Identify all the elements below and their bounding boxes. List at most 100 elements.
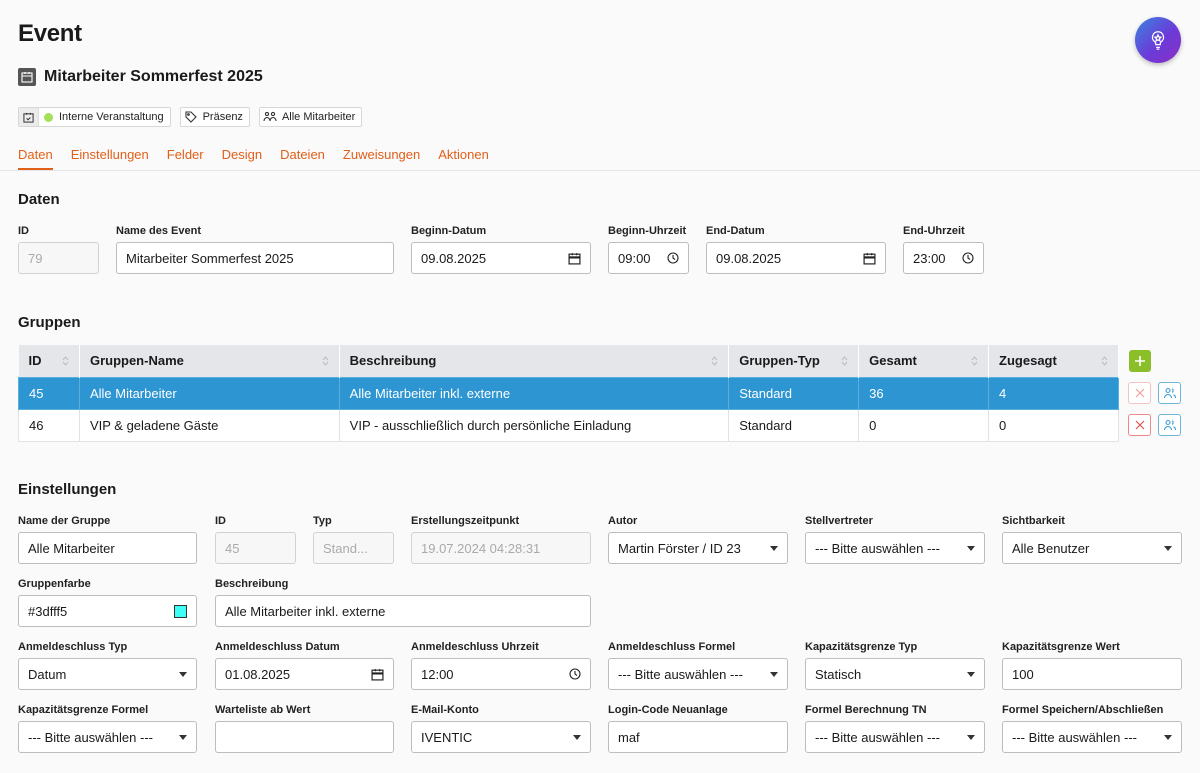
group-color-value: #3dfff5 (28, 603, 68, 619)
cell-description: Alle Mitarbeiter inkl. externe (338, 376, 730, 410)
label-group-name: Name der Gruppe (18, 515, 111, 527)
end-time-value: 23:00 (913, 250, 946, 266)
begin-time-value: 09:00 (618, 250, 651, 266)
tab-design[interactable]: Design (221, 147, 263, 162)
column-header-type[interactable]: Gruppen-Typ (728, 345, 860, 377)
deadline-formula-select[interactable]: --- Bitte auswählen --- (608, 658, 788, 690)
add-group-button[interactable] (1129, 350, 1151, 372)
chevron-down-icon (179, 671, 187, 677)
label-capacity-formula: Kapazitätsgrenze Formel (18, 704, 149, 716)
login-code-input[interactable]: maf (608, 721, 788, 753)
author-value: Martin Förster / ID 23 (618, 540, 741, 556)
end-date-value: 09.08.2025 (716, 250, 782, 266)
deadline-date-input[interactable]: 01.08.2025 (215, 658, 394, 690)
page-header: Event (18, 20, 82, 48)
sort-icon[interactable] (841, 355, 848, 367)
sort-icon[interactable] (711, 355, 718, 367)
column-header-name[interactable]: Gruppen-Name (79, 345, 340, 377)
table-row[interactable]: 45 Alle Mitarbeiter Alle Mitarbeiter ink… (18, 376, 1119, 410)
calendar-icon[interactable] (371, 668, 384, 681)
deputy-value: --- Bitte auswählen --- (815, 540, 940, 556)
capacity-type-select[interactable]: Statisch (805, 658, 985, 690)
capacity-formula-select[interactable]: --- Bitte auswählen --- (18, 721, 197, 753)
end-time-input[interactable]: 23:00 (903, 242, 984, 274)
event-name-input[interactable]: Mitarbeiter Sommerfest 2025 (116, 242, 394, 274)
chevron-down-icon (1164, 545, 1172, 551)
end-date-input[interactable]: 09.08.2025 (706, 242, 886, 274)
groups-table: ID Gruppen-Name Beschreibung Gruppen-Typ… (18, 345, 1119, 442)
page-title: Event (18, 20, 82, 47)
label-capacity-value: Kapazitätsgrenze Wert (1002, 641, 1120, 653)
tab-daten[interactable]: Daten (18, 147, 53, 170)
label-group-color: Gruppenfarbe (18, 578, 91, 590)
description-value: Alle Mitarbeiter inkl. externe (225, 603, 386, 619)
clock-icon[interactable] (667, 252, 679, 264)
people-icon (260, 108, 280, 126)
cell-total: 0 (858, 408, 990, 442)
column-header-total[interactable]: Gesamt (858, 345, 990, 377)
label-email-account: E-Mail-Konto (411, 704, 479, 716)
deadline-date-value: 01.08.2025 (225, 666, 291, 682)
waitlist-input[interactable] (215, 721, 394, 753)
tab-dateien[interactable]: Dateien (280, 147, 325, 162)
chip-label: Alle Mitarbeiter (281, 111, 356, 123)
column-label: ID (28, 353, 42, 369)
chip-label: Präsenz (202, 111, 243, 123)
visibility-select[interactable]: Alle Benutzer (1002, 532, 1182, 564)
group-members-button[interactable] (1158, 382, 1181, 404)
users-icon (1163, 419, 1176, 431)
label-group-type: Typ (313, 515, 332, 527)
group-color-input[interactable]: #3dfff5 (18, 595, 197, 627)
close-icon (1135, 420, 1144, 430)
sort-icon[interactable] (322, 355, 329, 367)
sort-icon[interactable] (1101, 355, 1108, 367)
plus-icon (1135, 356, 1145, 366)
clock-icon[interactable] (569, 668, 581, 680)
tab-felder[interactable]: Felder (166, 147, 204, 162)
email-account-select[interactable]: IVENTIC (411, 721, 591, 753)
formula-save-value: --- Bitte auswählen --- (1012, 729, 1137, 745)
delete-group-button[interactable] (1128, 382, 1151, 404)
cell-description: VIP - ausschließlich durch persönliche E… (338, 408, 730, 442)
sort-icon[interactable] (971, 355, 978, 367)
tab-bar: Daten Einstellungen Felder Design Dateie… (18, 147, 489, 170)
calendar-icon[interactable] (568, 252, 581, 265)
chip-label: Interne Veranstaltung (59, 111, 164, 123)
group-id-field: 45 (215, 532, 296, 564)
section-title-gruppen: Gruppen (18, 314, 81, 331)
label-deadline-type: Anmeldeschluss Typ (18, 641, 128, 653)
tab-zuweisungen[interactable]: Zuweisungen (342, 147, 421, 162)
group-name-input[interactable]: Alle Mitarbeiter (18, 532, 197, 564)
tab-divider (0, 170, 1200, 171)
deadline-time-input[interactable]: 12:00 (411, 658, 591, 690)
begin-date-input[interactable]: 09.08.2025 (411, 242, 591, 274)
deadline-time-value: 12:00 (421, 666, 454, 682)
column-header-id[interactable]: ID (18, 345, 80, 377)
deputy-select[interactable]: --- Bitte auswählen --- (805, 532, 985, 564)
label-deadline-date: Anmeldeschluss Datum (215, 641, 340, 653)
deadline-type-select[interactable]: Datum (18, 658, 197, 690)
table-row[interactable]: 46 VIP & geladene Gäste VIP - ausschließ… (18, 408, 1119, 442)
calendar-icon[interactable] (863, 252, 876, 265)
description-input[interactable]: Alle Mitarbeiter inkl. externe (215, 595, 591, 627)
capacity-value-input[interactable]: 100 (1002, 658, 1182, 690)
column-header-confirmed[interactable]: Zugesagt (988, 345, 1119, 377)
calendar-icon (18, 68, 36, 86)
column-header-description[interactable]: Beschreibung (339, 345, 730, 377)
label-created-at: Erstellungszeitpunkt (411, 515, 520, 527)
tab-einstellungen[interactable]: Einstellungen (70, 147, 149, 162)
clock-icon[interactable] (962, 252, 974, 264)
section-title-daten: Daten (18, 191, 60, 208)
sort-icon[interactable] (62, 355, 69, 367)
color-swatch[interactable] (174, 604, 187, 618)
begin-time-input[interactable]: 09:00 (608, 242, 689, 274)
delete-group-button[interactable] (1128, 414, 1151, 436)
deadline-type-value: Datum (28, 666, 67, 682)
lightbulb-help-button[interactable] (1135, 17, 1181, 63)
group-id-value: 45 (225, 540, 240, 556)
group-members-button[interactable] (1158, 414, 1181, 436)
formula-tn-select[interactable]: --- Bitte auswählen --- (805, 721, 985, 753)
formula-save-select[interactable]: --- Bitte auswählen --- (1002, 721, 1182, 753)
author-select[interactable]: Martin Förster / ID 23 (608, 532, 788, 564)
tab-aktionen[interactable]: Aktionen (438, 147, 489, 162)
